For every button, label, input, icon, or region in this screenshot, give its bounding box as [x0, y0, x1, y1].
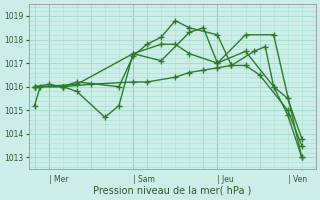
Text: | Mer: | Mer — [49, 175, 68, 184]
X-axis label: Pression niveau de la mer( hPa ): Pression niveau de la mer( hPa ) — [93, 186, 252, 196]
Text: | Sam: | Sam — [133, 175, 155, 184]
Text: | Ven: | Ven — [288, 175, 307, 184]
Text: | Jeu: | Jeu — [217, 175, 234, 184]
